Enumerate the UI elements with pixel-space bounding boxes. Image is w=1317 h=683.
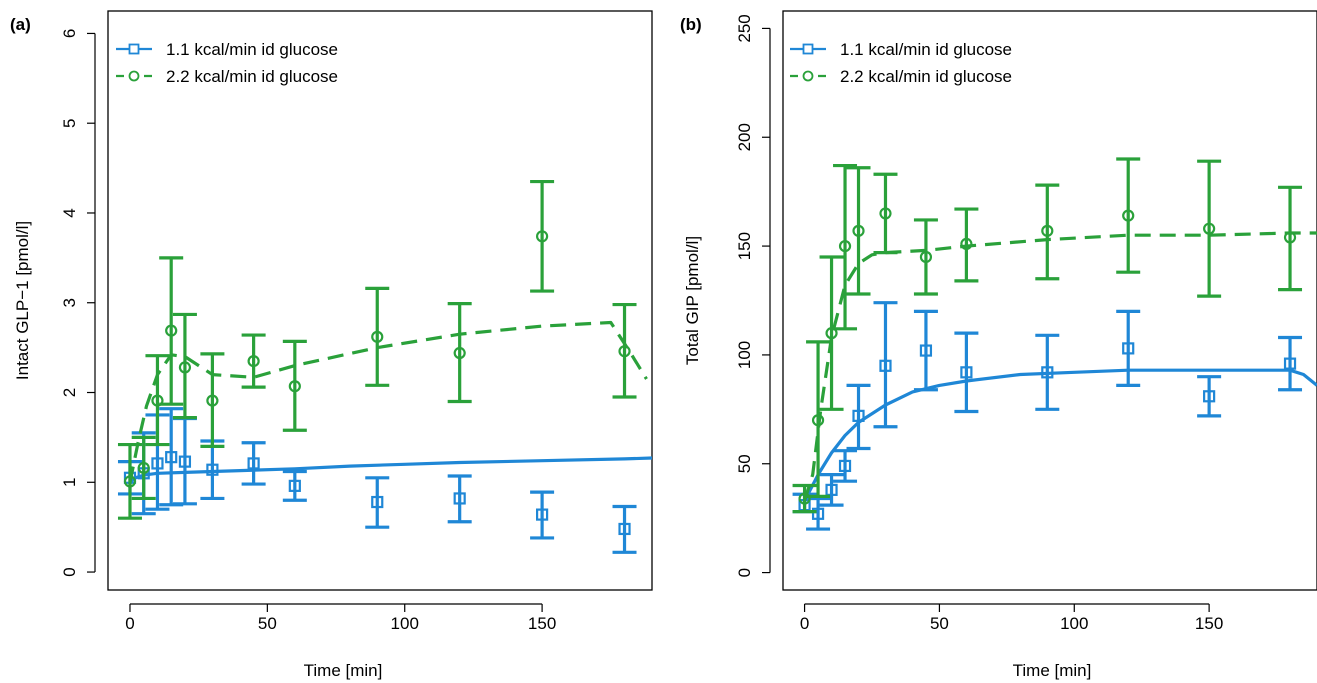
panel-b: (b) 0 50 100 150 Time [min] 0 50 100 150 200 250 Tot… bbox=[680, 10, 1317, 680]
y-axis-title: Total GIP [pmol/l] bbox=[683, 236, 702, 365]
data-point bbox=[371, 330, 384, 343]
data-point bbox=[1283, 357, 1297, 370]
data-point bbox=[960, 237, 973, 251]
legend-label: 2.2 kcal/min id glucose bbox=[840, 67, 1012, 86]
data-point bbox=[137, 461, 150, 475]
data-point bbox=[151, 457, 164, 470]
legend-label: 1.1 kcal/min id glucose bbox=[840, 40, 1012, 59]
data-point bbox=[1283, 231, 1297, 244]
data-point bbox=[247, 457, 260, 470]
data-point bbox=[811, 507, 825, 520]
y-tick-label: 0 bbox=[735, 568, 754, 577]
y-tick-label: 2 bbox=[60, 388, 79, 397]
data-point bbox=[1041, 224, 1054, 237]
data-point bbox=[536, 508, 549, 521]
data-point bbox=[618, 345, 631, 358]
y-tick-label: 0 bbox=[60, 567, 79, 576]
x-tick-label: 50 bbox=[930, 614, 949, 633]
data-point bbox=[838, 459, 852, 473]
fit-curve-solid bbox=[128, 456, 652, 484]
x-tick-label: 0 bbox=[125, 614, 134, 633]
data-point bbox=[879, 207, 892, 220]
data-point bbox=[288, 380, 301, 393]
panel-a: (a) 0 50 100 150 Time [min] 0 1 2 3 4 5 6 Intact GLP−… bbox=[10, 10, 653, 680]
data-point bbox=[825, 327, 838, 340]
data-point bbox=[960, 366, 973, 379]
plot-frame bbox=[107, 10, 653, 591]
plot-frame bbox=[782, 10, 1317, 591]
plot-area bbox=[792, 157, 1317, 531]
data-point bbox=[247, 354, 260, 368]
data-point bbox=[536, 230, 549, 243]
legend-marker bbox=[128, 70, 140, 82]
x-tick-label: 100 bbox=[1060, 614, 1088, 633]
y-axis-title: Intact GLP−1 [pmol/l] bbox=[13, 221, 32, 380]
legend-label: 1.1 kcal/min id glucose bbox=[166, 40, 338, 59]
data-point bbox=[288, 479, 301, 492]
legend-label: 2.2 kcal/min id glucose bbox=[166, 67, 338, 86]
x-tick-label: 150 bbox=[1195, 614, 1223, 633]
data-point bbox=[879, 359, 892, 372]
data-point bbox=[453, 492, 466, 505]
panel-tag: (b) bbox=[680, 15, 702, 34]
x-tick-label: 50 bbox=[258, 614, 277, 633]
y-tick-label: 100 bbox=[735, 341, 754, 369]
data-point bbox=[852, 409, 865, 422]
y-tick-label: 50 bbox=[735, 454, 754, 473]
data-point bbox=[151, 394, 164, 407]
y-tick-label: 6 bbox=[60, 29, 79, 38]
x-axis-title: Time [min] bbox=[1013, 661, 1092, 680]
plot-area bbox=[117, 179, 652, 554]
x-axis-title: Time [min] bbox=[304, 661, 383, 680]
data-point bbox=[811, 414, 825, 427]
data-point bbox=[453, 346, 466, 360]
data-point bbox=[1041, 366, 1054, 379]
data-point bbox=[165, 324, 178, 337]
data-point bbox=[178, 361, 192, 374]
data-point bbox=[178, 455, 192, 468]
panel-tag: (a) bbox=[10, 15, 31, 34]
y-tick-label: 150 bbox=[735, 232, 754, 260]
y-tick-label: 250 bbox=[735, 14, 754, 42]
data-point bbox=[123, 475, 137, 488]
legend-marker bbox=[802, 70, 814, 82]
legend-marker bbox=[128, 43, 140, 55]
fit-curve-dashed bbox=[128, 320, 648, 483]
legend-marker bbox=[802, 43, 814, 55]
data-point bbox=[1122, 209, 1135, 222]
data-point bbox=[618, 522, 631, 536]
data-point bbox=[165, 451, 178, 464]
data-point bbox=[919, 344, 933, 357]
data-point bbox=[206, 394, 219, 407]
y-tick-label: 3 bbox=[60, 298, 79, 307]
y-tick-label: 5 bbox=[60, 118, 79, 127]
data-point bbox=[206, 463, 219, 476]
fit-curve-solid bbox=[803, 368, 1317, 502]
data-point bbox=[798, 492, 811, 505]
data-point bbox=[1203, 222, 1216, 235]
y-tick-label: 1 bbox=[60, 478, 79, 487]
x-tick-label: 150 bbox=[528, 614, 556, 633]
y-tick-label: 200 bbox=[735, 123, 754, 151]
x-tick-label: 100 bbox=[391, 614, 419, 633]
data-point bbox=[1203, 390, 1216, 403]
data-point bbox=[838, 239, 852, 253]
data-point bbox=[371, 495, 384, 509]
data-point bbox=[919, 250, 933, 264]
data-point bbox=[825, 483, 838, 496]
x-tick-label: 0 bbox=[800, 614, 809, 633]
y-tick-label: 4 bbox=[60, 208, 79, 217]
data-point bbox=[1122, 342, 1135, 355]
data-point bbox=[852, 224, 865, 237]
